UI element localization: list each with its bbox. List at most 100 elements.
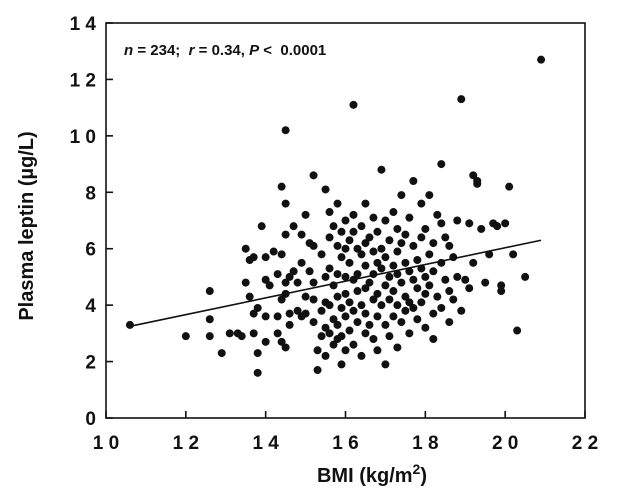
data-point [457,306,466,315]
data-point [325,301,334,310]
data-point [297,230,306,239]
data-point [353,287,362,296]
data-point [333,292,342,301]
data-point [285,309,294,318]
data-point [369,335,378,343]
data-point [377,264,386,273]
data-point [237,332,246,341]
data-point [325,208,334,217]
data-point [493,222,502,231]
data-point [449,295,458,304]
data-point [417,298,426,307]
data-point [413,256,422,264]
data-point [361,309,370,318]
y-tick-label: 1 0 [70,127,96,148]
data-point [269,247,278,256]
data-point [301,210,310,219]
data-point [365,320,374,329]
y-axis-title: Plasma leptin (µg/L) [16,131,38,320]
data-points [125,55,546,377]
data-point [317,306,326,315]
y-tick-label: 0 [85,409,96,430]
data-point [497,281,506,290]
data-point [345,326,354,335]
data-point [277,182,286,191]
data-point [389,261,398,270]
data-point [325,233,334,242]
data-point [405,267,414,276]
data-point [313,366,322,375]
data-point [421,224,430,233]
data-point [409,275,418,284]
data-point [341,289,350,298]
y-tick-label: 8 [85,183,96,204]
data-point [365,233,374,242]
x-tick-label: 1 4 [252,433,279,454]
data-point [281,199,290,208]
data-point [457,95,466,104]
y-tick-label: 1 4 [70,14,97,35]
data-point [345,258,354,267]
data-point [381,281,390,290]
data-point [293,306,302,315]
data-point [289,267,298,276]
data-point [309,278,318,287]
data-point [277,295,286,304]
data-point [345,236,354,245]
data-point [393,224,402,233]
data-point [285,320,294,329]
data-point [397,318,406,327]
data-point [401,258,410,267]
data-point [429,335,438,343]
data-point [393,301,402,310]
data-point [381,320,390,329]
data-point [397,239,406,248]
data-point [341,272,350,281]
data-point [281,230,290,239]
data-point [425,191,434,200]
data-point [317,332,326,341]
data-point [461,275,470,284]
data-point [249,329,258,338]
data-point [433,210,442,219]
data-point [469,258,478,267]
data-point [401,292,410,301]
data-point [377,301,386,310]
data-point [397,191,406,200]
data-point [309,241,318,250]
data-point [309,295,318,304]
data-point [465,219,474,228]
data-point [377,244,386,253]
data-point [485,250,494,259]
data-point [345,298,354,307]
data-point [373,258,382,267]
data-point [393,270,402,279]
data-point [333,320,342,329]
data-point [297,258,306,267]
data-point [317,250,326,259]
data-point [417,233,426,242]
data-point [413,284,422,293]
data-point [321,323,330,332]
data-point [477,224,486,233]
data-point [305,267,314,276]
data-point [205,287,214,296]
data-point [361,329,370,338]
data-point [385,236,394,245]
data-point [373,227,382,236]
x-axis-title: BMI (kg/m2) [317,461,427,487]
data-point [385,272,394,281]
data-point [341,216,350,225]
data-point [333,270,342,279]
data-point [361,239,370,248]
data-point [373,312,382,321]
data-point [501,219,510,228]
data-point [245,292,254,301]
data-point [273,312,282,321]
data-point [405,213,414,222]
data-point [393,247,402,256]
data-point [425,281,434,290]
data-point [365,278,374,287]
y-tick-label: 4 [85,296,96,317]
